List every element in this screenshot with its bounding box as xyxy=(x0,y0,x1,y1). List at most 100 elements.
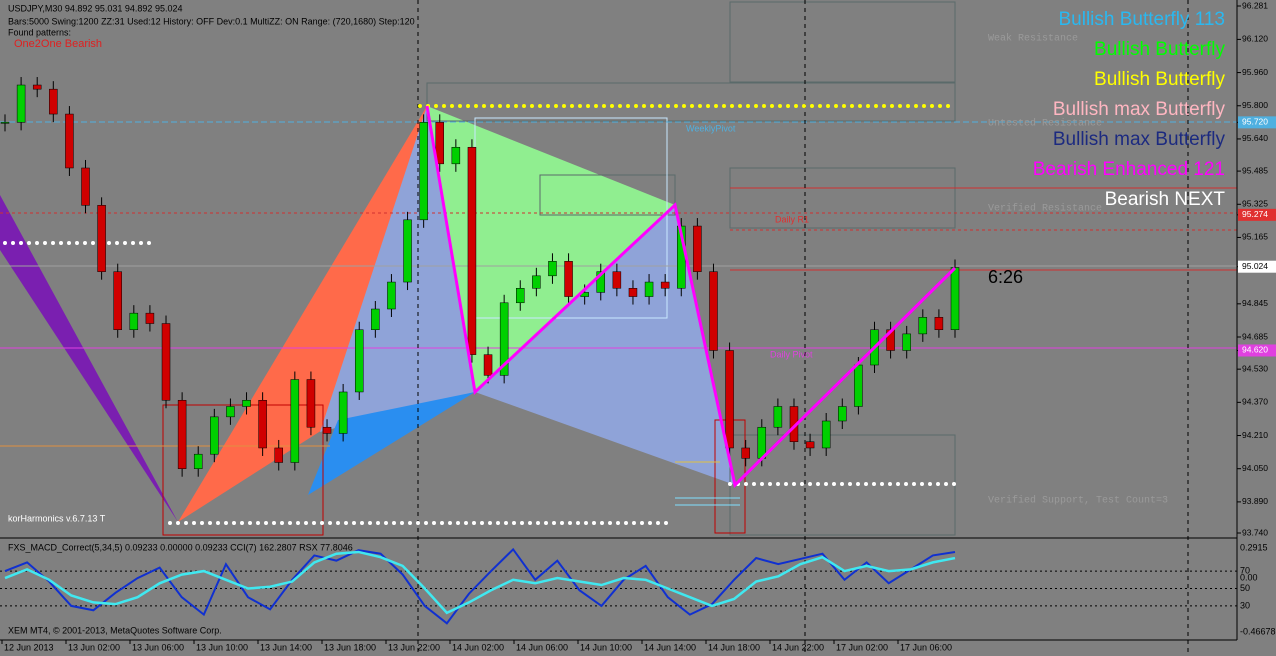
daily-r1-label: Daily R1 xyxy=(775,214,809,224)
price-tick-label: 93.890 xyxy=(1242,496,1268,506)
time-tick-label: 13 Jun 02:00 xyxy=(68,642,120,652)
candle xyxy=(451,146,461,165)
rsx-line xyxy=(4,550,956,615)
zone-label: Verified Resistance xyxy=(988,203,1102,215)
candle xyxy=(193,453,203,469)
candle xyxy=(950,267,960,330)
indicator-pane: FXS_MACD_Correct(5,34,5) 0.09233 0.00000… xyxy=(0,542,1276,636)
time-tick-label: 17 Jun 02:00 xyxy=(836,642,888,652)
time-axis: 12 Jun 2013 13 Jun 02:00 13 Jun 06:00 13 Ju… xyxy=(1,640,952,652)
time-tick-label: 14 Jun 14:00 xyxy=(644,642,696,652)
cci-line xyxy=(4,547,956,625)
candle xyxy=(644,281,654,297)
candle xyxy=(306,379,316,428)
candle xyxy=(338,391,348,434)
candle xyxy=(596,271,606,293)
green-pattern xyxy=(427,106,675,392)
indicator-scale-label: 0.00 xyxy=(1240,572,1258,582)
zone-label: Untested Resistance xyxy=(988,118,1102,130)
time-tick-label: 14 Jun 22:00 xyxy=(772,642,824,652)
copyright: XEM MT4, © 2001-2013, MetaQuotes Softwar… xyxy=(8,625,222,635)
zone-boxes xyxy=(426,1,956,536)
price-tick-label: 94.370 xyxy=(1242,397,1268,407)
indicator-scale-label: -0.46678 xyxy=(1240,626,1276,636)
legend-entry: Bullish Butterfly 113 xyxy=(1058,9,1225,30)
price-highlight xyxy=(1238,260,1276,273)
candle xyxy=(0,122,10,124)
blue-wing xyxy=(308,392,475,495)
candle xyxy=(387,281,396,310)
candle xyxy=(548,261,557,277)
price-tick-label: 96.281 xyxy=(1242,0,1268,10)
settings-line: Bars:5000 Swing:1200 ZZ:31 Used:12 Histo… xyxy=(8,16,415,26)
symbol-line: USDJPY,M30 94.892 95.031 94.892 95.024 xyxy=(8,3,182,13)
weekly-pivot-label: WeeklyPivot xyxy=(686,123,736,133)
price-tick-label: 95.274 xyxy=(1242,209,1268,219)
candle xyxy=(821,420,831,449)
found-pattern: One2One Bearish xyxy=(14,38,102,50)
orange-pattern xyxy=(178,106,427,522)
legend-entry: Bullish max Butterfly xyxy=(1053,129,1226,150)
candle xyxy=(177,400,187,469)
candle xyxy=(161,323,171,401)
candle xyxy=(757,426,767,459)
price-axis: 96.281 96.120 95.960 95.800 95.720 95.640 95.4… xyxy=(1237,0,1276,537)
vertical-separators xyxy=(417,0,1189,656)
candle xyxy=(693,225,702,272)
indicator-level-label: 50 xyxy=(1240,583,1250,593)
indicator-title: FXS_MACD_Correct(5,34,5) 0.09233 0.00000… xyxy=(8,542,353,552)
time-tick-label: 13 Jun 22:00 xyxy=(388,642,440,652)
timer: 6:26 xyxy=(988,267,1023,287)
candle xyxy=(902,333,911,351)
dotted-levels xyxy=(3,104,957,525)
time-tick-label: 12 Jun 2013 xyxy=(4,642,54,652)
candle xyxy=(435,122,444,165)
candle xyxy=(290,379,300,463)
indicator-scale-label: 0.2915 xyxy=(1240,542,1268,552)
candle xyxy=(210,416,219,455)
candle xyxy=(709,271,718,351)
candle xyxy=(532,275,541,289)
candle xyxy=(226,406,235,418)
candle xyxy=(805,441,815,449)
candle xyxy=(16,84,26,123)
legend-entry: Bearish NEXT xyxy=(1105,189,1226,210)
time-tick-label: 13 Jun 10:00 xyxy=(196,642,248,652)
price-tick-label: 95.165 xyxy=(1242,232,1268,242)
indicator-level-label: 30 xyxy=(1240,600,1250,610)
candle xyxy=(32,84,42,90)
candle xyxy=(65,113,74,169)
candle xyxy=(371,308,380,330)
version: korHarmonics v.6.7.13 T xyxy=(8,513,106,523)
candle xyxy=(564,261,573,297)
price-tick-label: 95.640 xyxy=(1242,133,1268,143)
candle xyxy=(322,426,332,434)
legend-entry: Bullish max Butterfly xyxy=(1053,99,1226,120)
candle xyxy=(660,281,670,289)
candle xyxy=(725,350,734,449)
price-tick-label: 95.485 xyxy=(1242,165,1268,175)
price-highlight xyxy=(1238,116,1276,129)
time-tick-label: 13 Jun 14:00 xyxy=(260,642,312,652)
candle xyxy=(97,205,106,272)
price-tick-label: 94.050 xyxy=(1242,463,1268,473)
indicator-level-label: 70 xyxy=(1240,565,1250,575)
time-tick-label: 13 Jun 18:00 xyxy=(324,642,376,652)
price-tick-label: 96.120 xyxy=(1242,34,1268,44)
candle xyxy=(934,317,944,330)
candle xyxy=(516,288,525,304)
price-tick-label: 95.024 xyxy=(1242,261,1268,271)
time-tick-label: 14 Jun 06:00 xyxy=(516,642,568,652)
candle xyxy=(81,167,90,206)
candle xyxy=(258,400,267,449)
price-tick-label: 94.620 xyxy=(1242,345,1268,355)
candle xyxy=(628,288,638,297)
candle xyxy=(145,312,155,324)
price-tick-label: 93.740 xyxy=(1242,527,1268,537)
candle xyxy=(274,447,283,463)
price-tick-label: 95.800 xyxy=(1242,100,1268,110)
price-highlight xyxy=(1238,208,1276,221)
candle xyxy=(612,271,622,289)
legend-entry: Bullish Butterfly xyxy=(1094,69,1225,90)
